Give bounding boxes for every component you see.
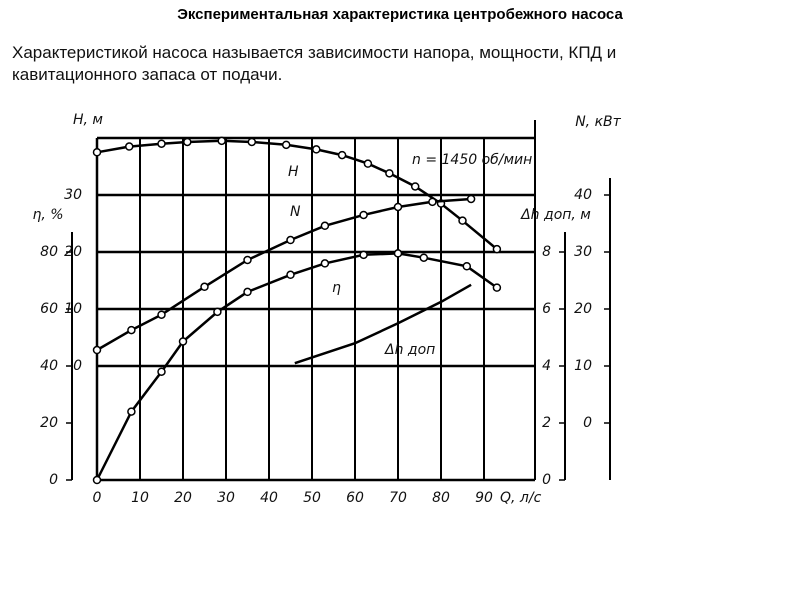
- y-tick-label: 40: [40, 358, 58, 374]
- data-point: [200, 282, 209, 292]
- data-point: [393, 249, 403, 258]
- y-tick-label: 6: [542, 301, 551, 317]
- data-point: [312, 145, 321, 154]
- x-tick-label: 10: [131, 490, 149, 506]
- x-tick-label: 0: [93, 490, 102, 506]
- chart-subtitle: Характеристикой насоса называется зависи…: [12, 43, 617, 84]
- data-point: [243, 287, 252, 297]
- data-point: [281, 140, 291, 150]
- x-tick-label: 70: [389, 490, 407, 506]
- y-tick-label: 8: [542, 244, 551, 260]
- series-label: N: [290, 204, 301, 220]
- y-tick-label: 20: [574, 301, 592, 317]
- data-point: [157, 310, 166, 319]
- data-point: [393, 202, 403, 212]
- y-tick-label: 0: [542, 472, 551, 488]
- series-label: H: [288, 164, 299, 180]
- data-point: [127, 325, 136, 335]
- data-point: [410, 182, 420, 191]
- y-tick-label: 0: [49, 472, 58, 488]
- x-tick-label: 50: [303, 490, 321, 506]
- y-tick-label: 2: [542, 415, 551, 431]
- chart-title: Экспериментальная характеристика центроб…: [177, 6, 623, 23]
- x-tick-label: 40: [260, 490, 278, 506]
- data-point: [492, 244, 502, 254]
- annotation: n = 1450 об/мин: [412, 152, 532, 168]
- data-point: [157, 139, 166, 148]
- data-point: [92, 475, 102, 485]
- y-tick-label: 10: [64, 301, 82, 317]
- data-point: [359, 250, 368, 260]
- x-tick-label: 90: [475, 490, 493, 506]
- data-point: [286, 235, 295, 245]
- x-tick-label: 30: [217, 490, 235, 506]
- y-tick-label: 30: [574, 244, 592, 260]
- data-point: [247, 137, 257, 147]
- data-point: [428, 197, 437, 207]
- data-point: [217, 136, 226, 146]
- data-point: [466, 194, 476, 204]
- data-point: [183, 137, 192, 147]
- x-axis-label: Q, л/с: [500, 490, 542, 506]
- data-point: [458, 216, 467, 225]
- data-point: [243, 255, 252, 265]
- y-tick-label: 60: [40, 301, 58, 317]
- data-point: [127, 407, 136, 416]
- y-axis-label: N, кВт: [575, 114, 621, 130]
- y-tick-label: 0: [73, 358, 82, 374]
- data-point: [320, 221, 330, 231]
- data-point: [359, 210, 368, 220]
- x-tick-label: 20: [174, 490, 192, 506]
- x-tick-label: 60: [346, 490, 364, 506]
- data-point: [92, 345, 102, 355]
- y-tick-label: 20: [64, 244, 82, 260]
- data-point: [125, 142, 134, 151]
- y-axis-label: H, м: [73, 112, 103, 128]
- y-tick-label: 10: [574, 358, 592, 374]
- y-axis-label: Δh доп, м: [520, 207, 591, 223]
- y-tick-label: 4: [542, 358, 551, 374]
- x-tick-label: 80: [432, 490, 450, 506]
- data-point: [92, 148, 102, 157]
- data-point: [320, 259, 330, 268]
- data-point: [492, 283, 502, 292]
- data-point: [157, 367, 166, 376]
- series-line: [294, 283, 472, 365]
- y-tick-label: 80: [40, 244, 58, 260]
- y-tick-label: 20: [40, 415, 58, 431]
- data-point: [385, 169, 394, 178]
- data-point: [213, 307, 222, 317]
- y-tick-label: 40: [574, 187, 592, 203]
- data-point: [419, 253, 429, 262]
- series-label: η: [332, 280, 341, 296]
- y-axis-label: η, %: [32, 207, 63, 223]
- data-point: [286, 270, 295, 280]
- series-label: Δh доп: [384, 342, 435, 358]
- y-tick-label: 30: [64, 187, 82, 203]
- data-point: [337, 150, 347, 160]
- series-line: [96, 197, 472, 352]
- data-point: [178, 337, 188, 346]
- y-tick-label: 0: [583, 415, 592, 431]
- data-point: [363, 159, 373, 168]
- data-point: [462, 262, 472, 271]
